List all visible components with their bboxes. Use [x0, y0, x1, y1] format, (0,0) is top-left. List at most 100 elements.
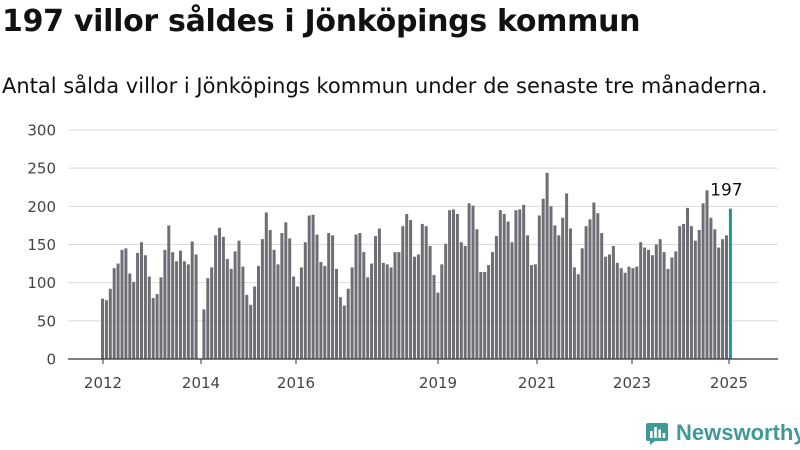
bar — [608, 254, 611, 359]
bar — [459, 242, 463, 359]
bar — [580, 248, 584, 359]
bar — [619, 268, 623, 359]
bar — [202, 309, 206, 359]
bar — [260, 239, 264, 359]
bar — [299, 267, 303, 359]
chart-title: 197 villor såldes i Jönköpings kommun — [2, 4, 641, 39]
bar — [553, 225, 557, 359]
bar — [362, 252, 366, 359]
bar — [284, 222, 288, 359]
bar — [101, 298, 104, 359]
bar — [467, 203, 471, 359]
bar — [171, 252, 175, 359]
bar — [358, 233, 362, 359]
bar — [487, 265, 491, 359]
bar — [596, 213, 600, 359]
bar — [229, 268, 233, 359]
bar — [693, 240, 697, 359]
bar — [592, 202, 596, 359]
y-tick-label: 200 — [27, 198, 56, 216]
newsworthy-logo[interactable]: Newsworthy — [645, 418, 800, 448]
y-tick-label: 0 — [46, 351, 56, 369]
y-tick-label: 50 — [37, 312, 56, 330]
bar — [401, 226, 405, 359]
y-tick-label: 150 — [27, 236, 56, 254]
bars — [101, 172, 732, 359]
bar — [494, 236, 498, 359]
bar — [530, 265, 533, 359]
bar — [124, 248, 128, 359]
bar — [658, 239, 662, 359]
bar — [272, 249, 276, 359]
brand-name: Newsworthy — [676, 420, 800, 445]
bar — [725, 235, 728, 359]
bar — [136, 252, 140, 359]
bar — [705, 190, 709, 359]
bar — [697, 230, 701, 359]
bar — [475, 229, 479, 359]
bar — [233, 251, 237, 359]
bar — [268, 230, 272, 359]
bar — [424, 226, 428, 359]
bar — [120, 249, 124, 359]
bar — [627, 266, 631, 359]
bar — [721, 239, 725, 359]
bar — [374, 236, 377, 359]
bar — [159, 277, 163, 359]
bar — [140, 242, 143, 359]
bar — [576, 274, 580, 359]
bar — [666, 268, 670, 359]
bar — [319, 262, 323, 359]
bar — [346, 288, 350, 359]
bar — [147, 276, 151, 359]
bar — [639, 242, 643, 359]
bar — [221, 236, 225, 359]
bar — [264, 212, 268, 359]
bar — [549, 206, 553, 359]
bar — [385, 264, 389, 359]
bar — [190, 241, 194, 359]
bar — [670, 257, 674, 359]
bar — [455, 213, 459, 359]
bar — [713, 229, 717, 359]
bar — [561, 217, 565, 359]
bar — [194, 254, 198, 359]
x-tick-label: 2025 — [710, 374, 748, 392]
bar — [463, 246, 467, 359]
bar — [686, 207, 689, 359]
bar — [218, 227, 221, 359]
bar — [206, 278, 210, 359]
bar — [533, 264, 537, 359]
bar — [276, 264, 280, 359]
bar — [155, 294, 159, 359]
x-tick-label: 2019 — [419, 374, 457, 392]
bar — [709, 217, 713, 359]
bar — [112, 268, 116, 359]
bar — [701, 203, 705, 359]
bar — [444, 243, 448, 359]
x-tick-label: 2023 — [613, 374, 651, 392]
y-axis-tick-labels: 0 50 100 150 200 250 300 — [27, 122, 56, 369]
bar — [108, 288, 112, 359]
bar — [128, 273, 132, 359]
bar — [420, 223, 424, 359]
bar — [428, 246, 432, 359]
bar — [370, 263, 374, 359]
chart-subtitle: Antal sålda villor i Jönköpings kommun u… — [2, 74, 768, 98]
bar — [225, 259, 229, 359]
bar — [405, 213, 409, 359]
bar — [241, 266, 245, 359]
bar — [104, 300, 108, 359]
bar — [182, 261, 186, 359]
bar — [572, 267, 576, 359]
bar — [510, 242, 514, 359]
bar — [253, 286, 257, 359]
bar — [354, 234, 358, 359]
bar — [179, 250, 182, 359]
bar — [245, 294, 249, 359]
bar — [635, 266, 639, 359]
bar — [689, 226, 693, 359]
bar — [600, 233, 604, 359]
bar — [502, 213, 506, 359]
bar — [350, 267, 354, 359]
